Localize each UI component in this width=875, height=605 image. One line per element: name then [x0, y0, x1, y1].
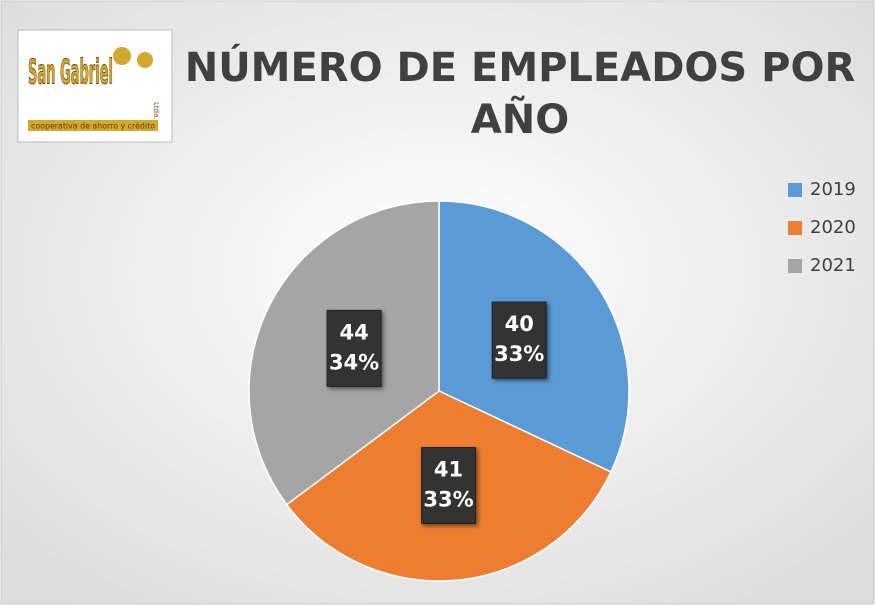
legend-swatch	[788, 183, 802, 197]
legend-label: 2020	[810, 217, 856, 238]
logo-band	[28, 120, 158, 131]
data-label-box	[326, 309, 382, 387]
data-label: 40	[505, 312, 534, 336]
data-label: 33%	[494, 342, 544, 366]
logo-tagline: cooperativa de ahorro y crédito	[31, 121, 155, 131]
logo-text: San Gabriel	[28, 53, 113, 93]
data-label: 34%	[329, 350, 379, 374]
data-label: 41	[434, 458, 463, 482]
legend-label: 2021	[810, 255, 856, 276]
logo-icon	[137, 52, 153, 68]
legend-swatch	[788, 259, 802, 273]
logo-suffix: Ltda.	[152, 102, 160, 120]
logo-icon	[113, 47, 131, 65]
data-label: 44	[339, 320, 368, 344]
legend-label: 2019	[810, 179, 856, 200]
data-label-box	[491, 301, 547, 379]
logo: San Gabriel Ltda. cooperativa de ahorro …	[17, 29, 173, 143]
data-label: 33%	[423, 488, 473, 512]
legend-swatch	[788, 221, 802, 235]
chart-title: NÚMERO DE EMPLEADOS POR AÑO	[185, 43, 856, 143]
data-label-box	[421, 447, 477, 525]
